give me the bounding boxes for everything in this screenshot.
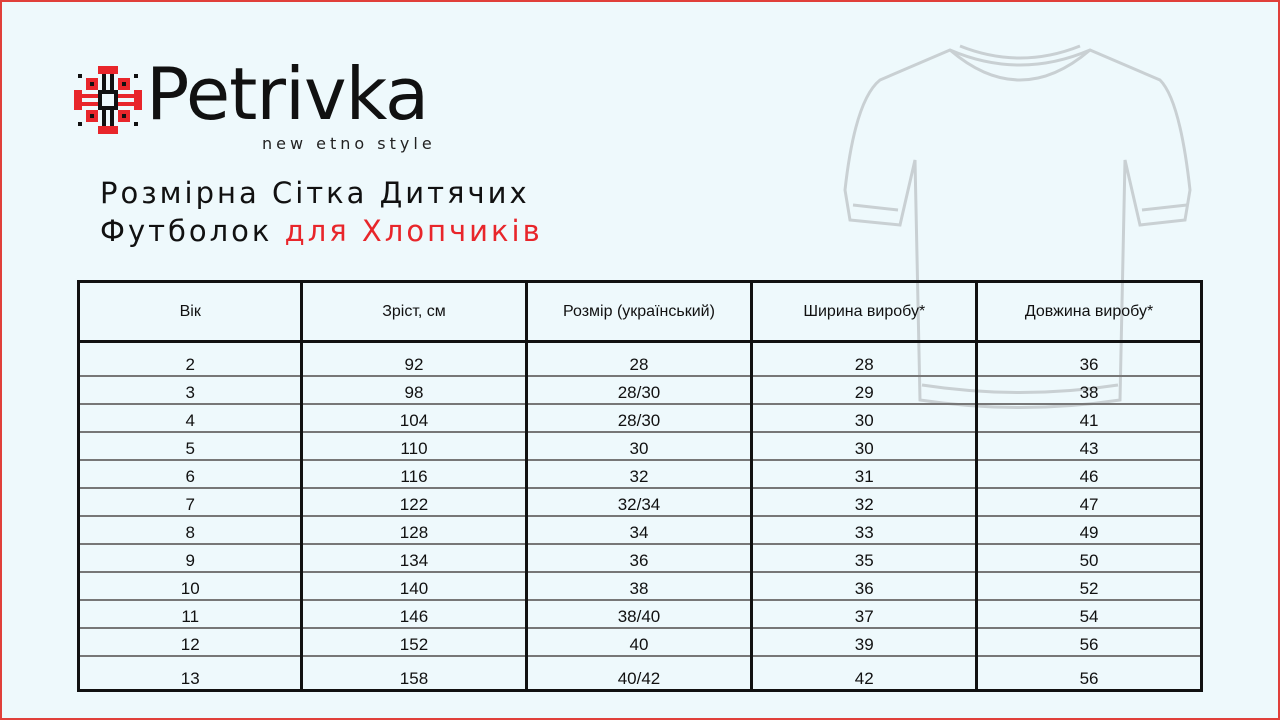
table-cell: 9 — [76, 544, 304, 573]
table-row: 11 146 38/40 37 54 — [76, 600, 1203, 629]
table-cell: 140 — [300, 572, 528, 601]
table-cell: 39 — [750, 628, 979, 657]
brand-name: Petrivka — [146, 52, 429, 136]
table-cell: 38 — [975, 376, 1203, 405]
table-cell: 41 — [975, 404, 1203, 433]
table-cell: 11 — [76, 600, 304, 629]
table-cell: 56 — [975, 656, 1203, 691]
table-cell: 134 — [300, 544, 528, 573]
table-cell: 52 — [975, 572, 1203, 601]
table-cell: 6 — [76, 460, 304, 489]
column-header: Довжина виробу* — [975, 280, 1203, 343]
table-cell: 13 — [76, 656, 304, 691]
table-cell: 30 — [750, 404, 979, 433]
column-header: Вік — [76, 280, 304, 343]
table-cell: 5 — [76, 432, 304, 461]
table-cell: 36 — [750, 572, 979, 601]
table-cell: 56 — [975, 628, 1203, 657]
table-cell: 12 — [76, 628, 304, 657]
column-header: Ширина виробу* — [750, 280, 979, 343]
table-cell: 32/34 — [524, 488, 754, 517]
table-cell: 38/40 — [524, 600, 754, 629]
table-cell: 98 — [300, 376, 528, 405]
table-cell: 2 — [76, 341, 304, 377]
table-cell: 42 — [750, 656, 979, 691]
table-cell: 30 — [524, 432, 754, 461]
table-cell: 38 — [524, 572, 754, 601]
embroidery-ornament-icon — [74, 66, 142, 134]
page-title: Розмірна Сітка Дитячих Футболок для Хлоп… — [100, 174, 543, 250]
column-header: Зріст, см — [300, 280, 528, 343]
table-cell: 47 — [975, 488, 1203, 517]
table-cell: 43 — [975, 432, 1203, 461]
title-line-1: Розмірна Сітка Дитячих — [100, 176, 530, 210]
table-header-row: Вік Зріст, см Розмір (український) Ширина в… — [76, 280, 1203, 343]
table-cell: 116 — [300, 460, 528, 489]
table-cell: 40 — [524, 628, 754, 657]
table-cell: 36 — [975, 341, 1203, 377]
title-highlight: для Хлопчиків — [284, 214, 543, 248]
table-cell: 33 — [750, 516, 979, 545]
table-cell: 50 — [975, 544, 1203, 573]
table-row: 4 104 28/30 30 41 — [76, 404, 1203, 433]
table-cell: 32 — [524, 460, 754, 489]
table-cell: 28 — [524, 341, 754, 377]
table-cell: 122 — [300, 488, 528, 517]
brand-tagline: new etno style — [262, 134, 436, 153]
table-cell: 28/30 — [524, 376, 754, 405]
table-cell: 8 — [76, 516, 304, 545]
table-cell: 32 — [750, 488, 979, 517]
table-cell: 146 — [300, 600, 528, 629]
table-cell: 128 — [300, 516, 528, 545]
table-cell: 31 — [750, 460, 979, 489]
table-cell: 28 — [750, 341, 979, 377]
table-cell: 158 — [300, 656, 528, 691]
table-cell: 34 — [524, 516, 754, 545]
table-cell: 110 — [300, 432, 528, 461]
table-cell: 3 — [76, 376, 304, 405]
table-cell: 35 — [750, 544, 979, 573]
table-row: 8 128 34 33 49 — [76, 516, 1203, 545]
table-row: 6 116 32 31 46 — [76, 460, 1203, 489]
table-cell: 4 — [76, 404, 304, 433]
table-row: 12 152 40 39 56 — [76, 628, 1203, 657]
table-row: 9 134 36 35 50 — [76, 544, 1203, 573]
table-row: 5 110 30 30 43 — [76, 432, 1203, 461]
table-row: 2 92 28 28 36 — [76, 341, 1203, 377]
table-row: 3 98 28/30 29 38 — [76, 376, 1203, 405]
table-cell: 29 — [750, 376, 979, 405]
table-cell: 36 — [524, 544, 754, 573]
title-prefix: Футболок — [100, 214, 273, 248]
table-cell: 54 — [975, 600, 1203, 629]
table-cell: 10 — [76, 572, 304, 601]
title-line-2: Футболок для Хлопчиків — [100, 212, 543, 250]
table-row: 7 122 32/34 32 47 — [76, 488, 1203, 517]
table-cell: 49 — [975, 516, 1203, 545]
column-header: Розмір (український) — [524, 280, 754, 343]
table-cell: 92 — [300, 341, 528, 377]
table-row: 13 158 40/42 42 56 — [76, 656, 1203, 691]
table-cell: 7 — [76, 488, 304, 517]
table-cell: 104 — [300, 404, 528, 433]
table-cell: 30 — [750, 432, 979, 461]
table-row: 10 140 38 36 52 — [76, 572, 1203, 601]
table-cell: 37 — [750, 600, 979, 629]
table-cell: 40/42 — [524, 656, 754, 691]
table-cell: 28/30 — [524, 404, 754, 433]
size-chart-table: Вік Зріст, см Розмір (український) Ширина в… — [76, 280, 1203, 692]
table-cell: 46 — [975, 460, 1203, 489]
table-cell: 152 — [300, 628, 528, 657]
